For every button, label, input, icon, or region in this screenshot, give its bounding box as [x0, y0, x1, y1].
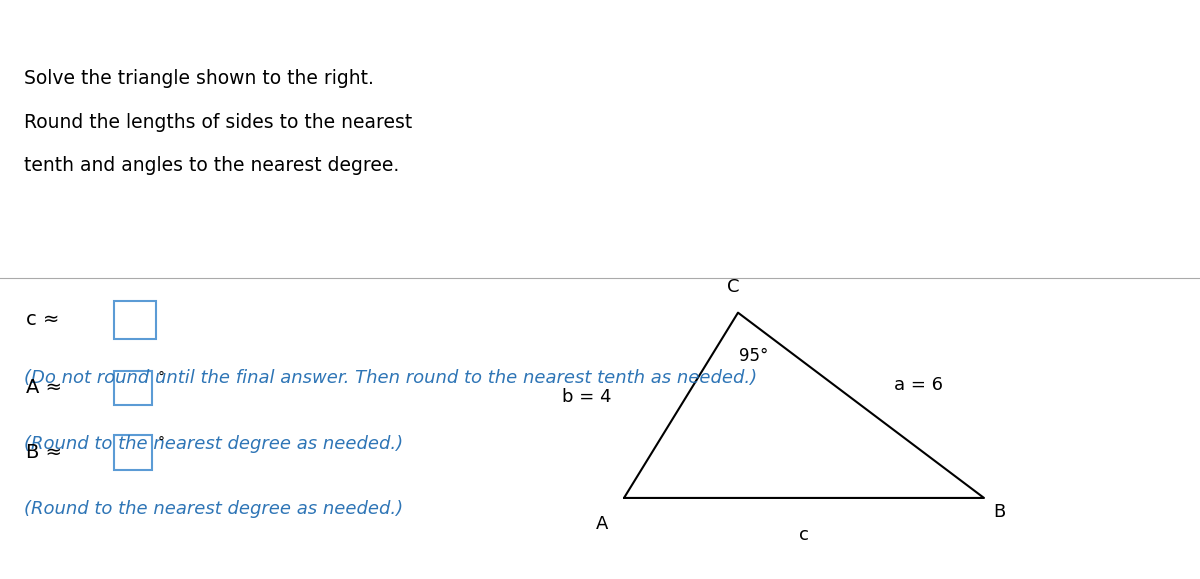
Text: A ≈: A ≈	[26, 379, 62, 397]
Text: b = 4: b = 4	[563, 387, 612, 406]
Text: B ≈: B ≈	[26, 444, 62, 462]
Text: tenth and angles to the nearest degree.: tenth and angles to the nearest degree.	[24, 156, 400, 175]
Text: (Round to the nearest degree as needed.): (Round to the nearest degree as needed.)	[24, 500, 403, 518]
Text: c: c	[799, 526, 809, 544]
Text: A: A	[596, 515, 608, 533]
Text: °: °	[157, 435, 164, 449]
FancyBboxPatch shape	[114, 301, 156, 339]
Text: B: B	[994, 503, 1006, 522]
Text: (Round to the nearest degree as needed.): (Round to the nearest degree as needed.)	[24, 435, 403, 453]
Text: C: C	[727, 277, 739, 296]
FancyBboxPatch shape	[114, 435, 152, 470]
Text: °: °	[157, 371, 164, 384]
Text: a = 6: a = 6	[894, 376, 943, 394]
Text: (Do not round until the final answer. Then round to the nearest tenth as needed.: (Do not round until the final answer. Th…	[24, 369, 757, 387]
Text: Round the lengths of sides to the nearest: Round the lengths of sides to the neares…	[24, 113, 413, 132]
Text: Solve the triangle shown to the right.: Solve the triangle shown to the right.	[24, 69, 374, 89]
FancyBboxPatch shape	[114, 371, 152, 405]
Text: 95°: 95°	[739, 347, 768, 365]
Text: c ≈: c ≈	[26, 310, 60, 329]
